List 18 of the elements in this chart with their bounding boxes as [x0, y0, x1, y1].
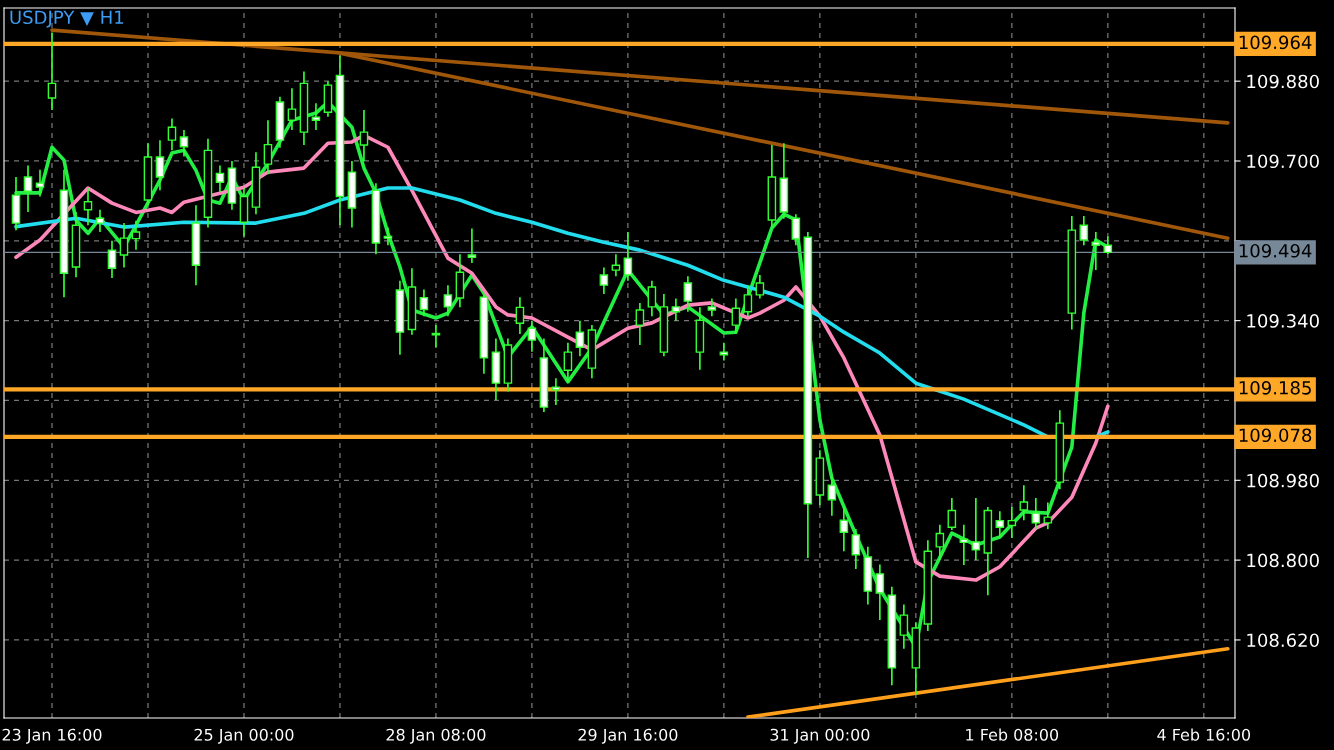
ref-line-label: 109.964	[1239, 35, 1312, 50]
ref-line-label: 109.078	[1239, 428, 1312, 443]
y-tick-label: 109.700	[1247, 154, 1319, 169]
x-tick-label: 23 Jan 16:00	[2, 728, 102, 744]
x-tick-label: 4 Feb 16:00	[1157, 728, 1251, 741]
y-tick-label: 108.620	[1247, 633, 1319, 648]
y-tick-label: 109.340	[1247, 314, 1319, 328]
y-tick-label: 108.980	[1247, 473, 1319, 488]
y-tick-label: 108.800	[1247, 553, 1319, 568]
x-tick-label: 1 Feb 08:00	[966, 728, 1059, 741]
chart-title: USDJPY ▼ H1	[10, 10, 124, 28]
ref-line-label: 109.494	[1239, 243, 1312, 258]
x-tick-label: 29 Jan 16:00	[578, 728, 678, 744]
ref-line-label: 109.185	[1239, 380, 1311, 395]
x-tick-label: 28 Jan 08:00	[386, 728, 486, 744]
x-tick-label: 31 Jan 00:00	[770, 728, 870, 744]
x-tick-label: 25 Jan 00:00	[194, 728, 294, 744]
y-tick-label: 109.880	[1247, 74, 1319, 89]
